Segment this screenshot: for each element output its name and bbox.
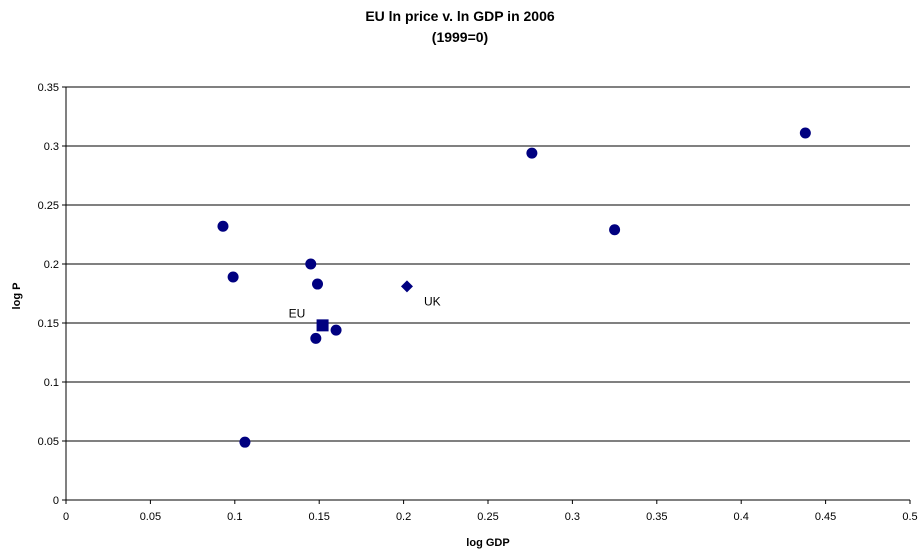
data-point [310,332,322,344]
x-tick-label: 0.05 [140,511,161,523]
data-point [239,436,251,448]
data-point [526,147,538,159]
x-tick-label: 0.4 [734,511,749,523]
y-tick-label: 0.15 [38,318,59,330]
y-tick-label: 0.25 [38,200,59,212]
point-label: UK [424,294,441,308]
x-tick-label: 0 [63,511,69,523]
annotations: EU UK [289,294,441,320]
x-axis-title: log GDP [466,537,509,549]
data-point [609,224,621,236]
y-tick-label: 0.3 [44,141,59,153]
x-tick-label: 0.25 [477,511,498,523]
y-tick-label: 0 [53,495,59,507]
y-tick-label: 0.05 [38,436,59,448]
x-tick-label: 0.3 [565,511,580,523]
chart-title: EU ln price v. ln GDP in 2006 [365,8,555,24]
data-point [799,127,811,139]
data-point-diamond [400,280,413,293]
data-point-square [316,319,329,332]
x-tick-label: 0.1 [227,511,242,523]
y-axis-title: log P [11,283,23,310]
data-points [217,127,811,448]
point-label: EU [289,306,306,320]
y-tick-label: 0.2 [44,259,59,271]
x-tick-label: 0.45 [815,511,836,523]
y-tick-label: 0.1 [44,377,59,389]
data-point [305,258,317,270]
x-tick-label: 0.2 [396,511,411,523]
data-point [227,271,239,283]
x-tick-label: 0.35 [646,511,667,523]
axes [62,86,911,504]
x-tick-label: 0.5 [902,511,917,523]
tick-labels: 0 0.05 0.1 0.15 0.2 0.25 0.3 0.35 0 0.05 0.1 0.15 0.… [38,82,918,523]
data-point [217,220,229,232]
x-tick-label: 0.15 [308,511,329,523]
data-point [312,278,324,290]
data-point [330,324,342,336]
y-tick-label: 0.35 [38,82,59,94]
chart-subtitle: (1999=0) [432,29,488,45]
gridlines [66,86,910,442]
